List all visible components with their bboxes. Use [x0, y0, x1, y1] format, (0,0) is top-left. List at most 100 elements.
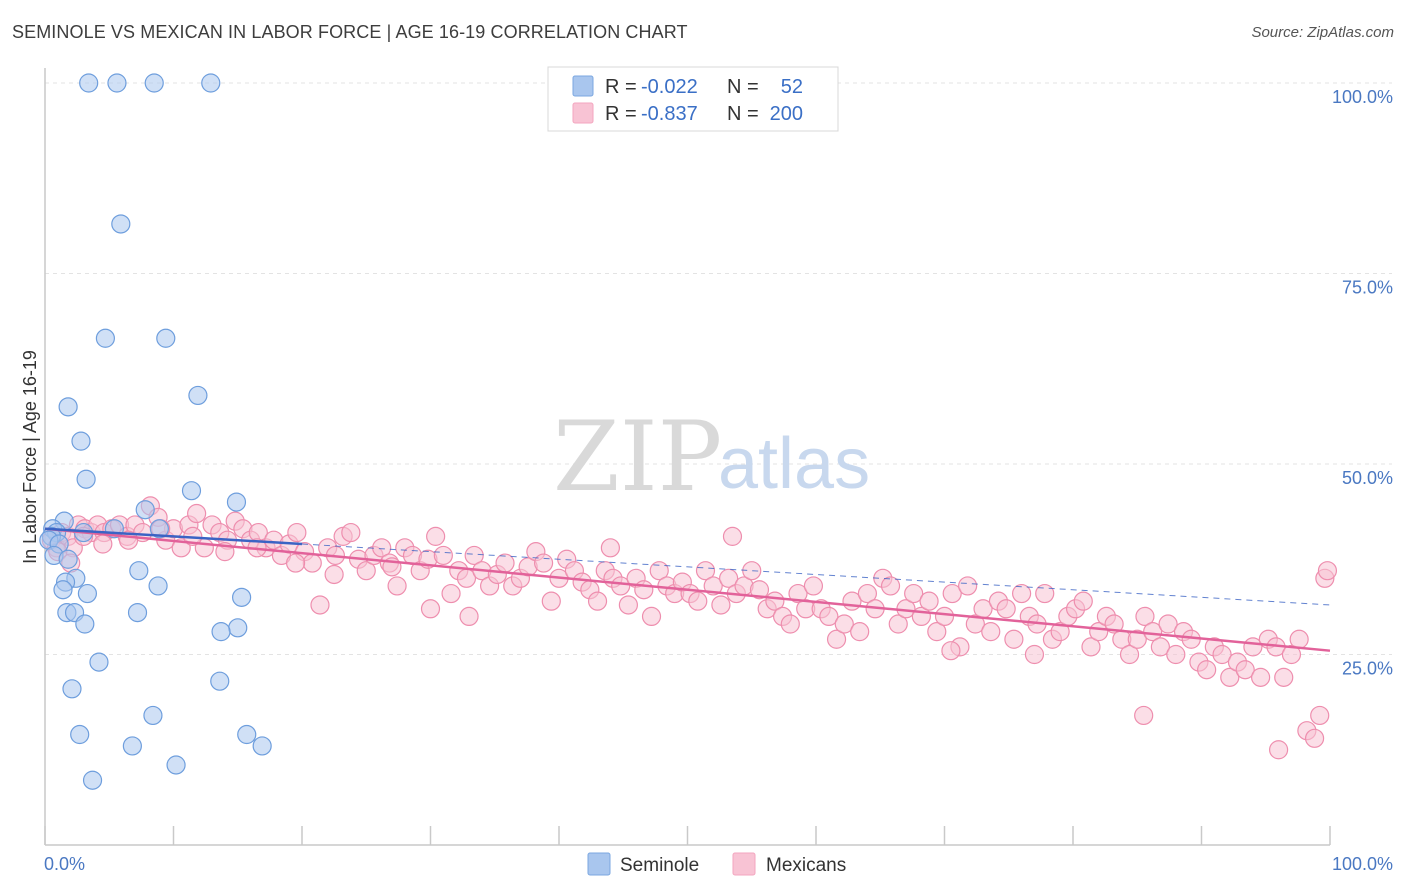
seminole-point — [232, 587, 252, 607]
mexicans-point — [1004, 629, 1024, 649]
mexicans-point — [1304, 728, 1325, 748]
y-tick-labels: 25.0% 50.0% 75.0% 100.0% — [1332, 87, 1393, 679]
seminole-point — [135, 500, 155, 520]
seminole-point — [201, 73, 221, 93]
legend-n-label-mexicans: N = — [727, 103, 759, 125]
watermark-atlas: atlas — [718, 424, 870, 504]
mexicans-point — [611, 576, 631, 596]
mexicans-point — [981, 622, 1001, 642]
mexicans-point — [688, 591, 708, 611]
mexicans-point — [426, 526, 446, 546]
mexicans-point — [1135, 606, 1155, 627]
seminole-point — [77, 583, 98, 604]
mexicans-point — [1251, 667, 1271, 687]
mexicans-point — [441, 583, 461, 604]
seminole-point — [156, 328, 176, 348]
legend-top-box — [547, 66, 839, 132]
seminole-point — [122, 736, 142, 756]
seminole-point — [62, 679, 82, 699]
mexicans-point — [464, 545, 484, 566]
mexicans-point — [880, 576, 901, 596]
mexicans-point — [888, 614, 908, 634]
mexicans-point — [780, 614, 800, 634]
legend-bottom-label-mexicans: Mexicans — [766, 855, 846, 876]
legend-swatch-mexicans — [572, 102, 594, 124]
source-label: Source: ZipAtlas.com — [1251, 24, 1394, 41]
mexicans-point — [1197, 660, 1217, 680]
mexicans-point — [803, 576, 824, 596]
mexicans-point — [618, 595, 638, 615]
seminole-point — [75, 614, 95, 634]
mexicans-point — [1035, 583, 1055, 604]
seminole-trend-extension — [301, 543, 1331, 606]
mexicans-point — [919, 591, 939, 611]
mexicans-point — [1158, 614, 1178, 634]
seminole-point — [228, 618, 248, 638]
seminole-point — [58, 397, 78, 417]
mexicans-point — [1268, 740, 1289, 760]
seminole-point — [111, 214, 131, 234]
y-tick-label: 50.0% — [1342, 468, 1393, 488]
legend-bottom-swatch-mexicans — [732, 852, 756, 876]
seminole-point — [148, 576, 168, 596]
mexicans-point — [1134, 705, 1154, 726]
mexicans-point — [1143, 622, 1163, 642]
seminole-trend-line — [44, 527, 303, 546]
y-tick-label: 25.0% — [1342, 659, 1393, 679]
mexicans-point — [1119, 644, 1140, 665]
seminole-point — [149, 519, 169, 539]
seminole-point — [143, 705, 163, 726]
seminole-point — [76, 469, 96, 489]
mexicans-point — [1081, 637, 1101, 657]
mexicans-point — [541, 591, 561, 611]
x-tick-labels: 0.0% 100.0% — [44, 854, 1393, 874]
seminole-point — [79, 73, 99, 93]
legend-r-value-mexicans: -0.837 — [641, 103, 698, 125]
legend-bottom: Seminole Mexicans — [587, 852, 846, 876]
mexicans-point — [749, 580, 770, 600]
y-tick-label: 100.0% — [1332, 87, 1393, 107]
mexicans-point — [850, 622, 870, 642]
mexicans-point — [1235, 660, 1255, 680]
watermark-zip: ZIP — [553, 401, 722, 513]
seminole-point — [95, 328, 115, 348]
mexicans-point — [287, 522, 307, 543]
mexicans-point — [834, 614, 854, 634]
mexicans-point — [187, 503, 207, 524]
seminole-point — [71, 431, 91, 451]
seminole-point — [144, 73, 164, 93]
gridlines — [45, 82, 1392, 655]
y-tick-label: 75.0% — [1342, 278, 1393, 298]
legend-bottom-swatch-seminole — [587, 852, 611, 876]
legend-swatch-seminole — [572, 75, 594, 97]
mexicans-point — [1150, 637, 1170, 657]
x-tick-label: 100.0% — [1332, 854, 1393, 874]
mexicans-point — [927, 622, 947, 642]
mexicans-point — [302, 553, 322, 573]
mexicans-point — [1127, 629, 1147, 649]
mexicans-point — [857, 583, 878, 604]
mexicans-point — [641, 606, 662, 627]
mexicans-point — [93, 534, 113, 554]
seminole-point — [166, 755, 186, 775]
mexicans-point — [1289, 629, 1309, 649]
mexicans-point — [1011, 583, 1032, 604]
mexicans-point — [1281, 644, 1302, 665]
mexicans-point — [1317, 561, 1338, 581]
seminole-point — [82, 770, 103, 790]
mexicans-point — [942, 583, 962, 604]
mexicans-point — [356, 561, 376, 581]
mexicans-point — [1024, 644, 1045, 665]
seminole-point — [181, 481, 202, 501]
mexicans-point — [996, 599, 1016, 619]
seminole-points — [39, 73, 272, 790]
mexicans-point — [904, 583, 924, 604]
mexicans-point — [387, 576, 407, 596]
mexicans-point — [600, 538, 621, 558]
seminole-point — [89, 652, 109, 672]
legend-n-value-seminole: 52 — [781, 76, 803, 98]
mexicans-point — [341, 522, 361, 543]
mexicans-point — [958, 576, 978, 596]
mexicans-point — [285, 553, 306, 573]
